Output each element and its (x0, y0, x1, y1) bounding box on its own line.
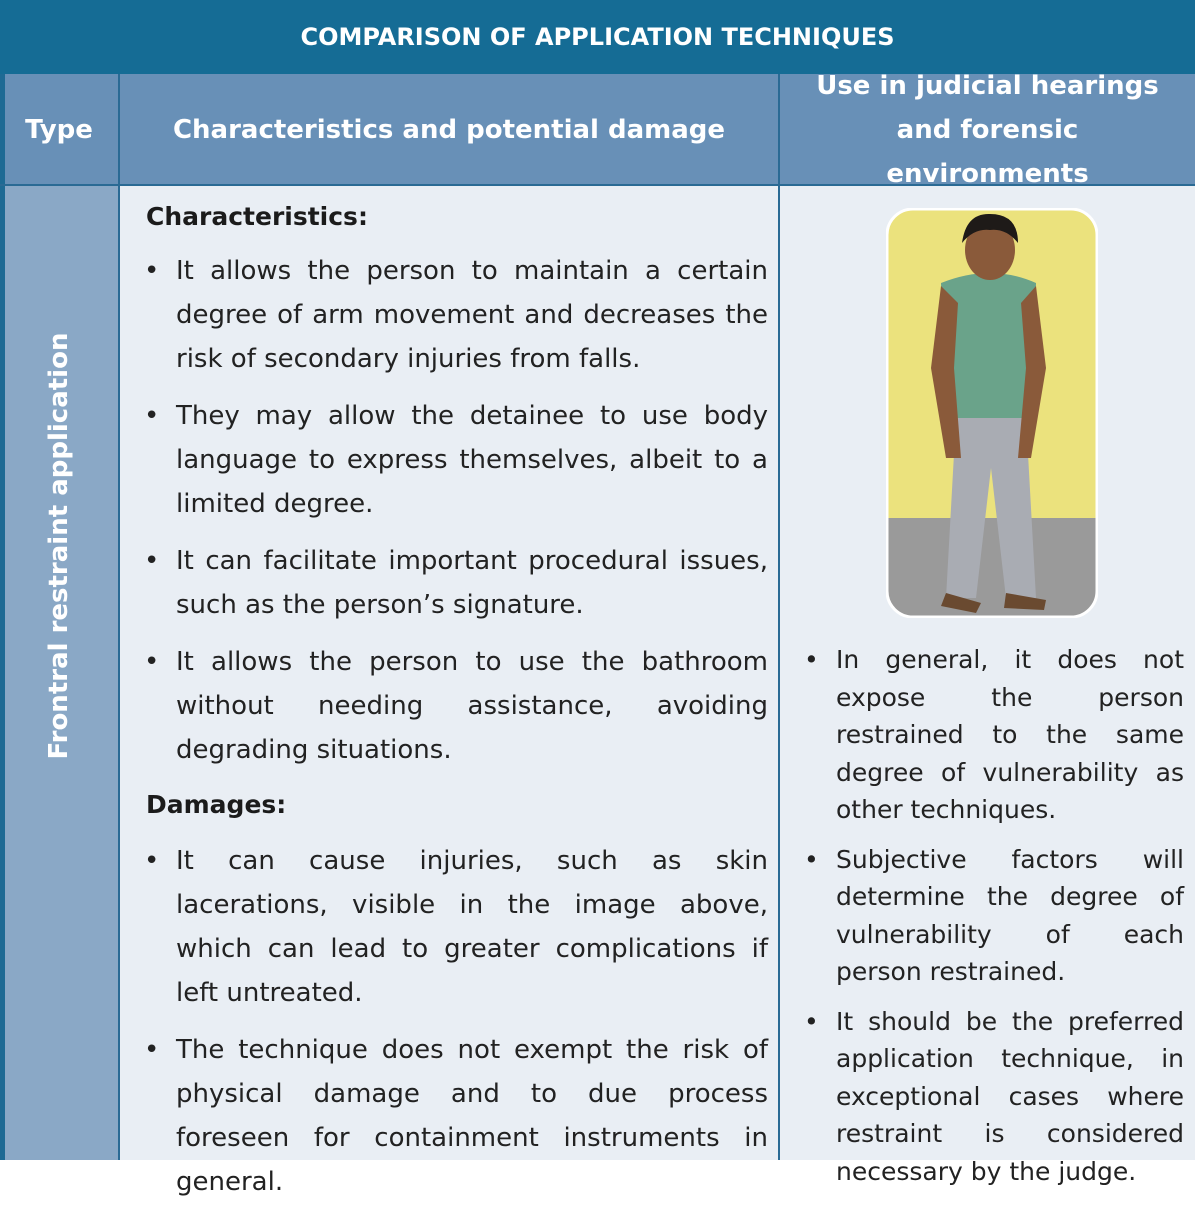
bullet-item: It should be the preferred application t… (804, 1003, 1184, 1191)
bullet-item: It can cause injuries, such as skin lace… (144, 839, 768, 1015)
bullet-item: The technique does not exempt the risk o… (144, 1028, 768, 1204)
characteristics-cell: Characteristics: It allows the person to… (144, 202, 768, 1217)
bullet-item: It can facilitate important procedural i… (144, 539, 768, 627)
bullet-item: In general, it does not expose the perso… (804, 641, 1184, 829)
illustration (886, 208, 1098, 618)
section-heading: Damages: (146, 790, 287, 819)
table-title: COMPARISON OF APPLICATION TECHNIQUES (0, 0, 1195, 74)
header-cell: Characteristics and potential damage (120, 74, 778, 186)
border (778, 74, 780, 1160)
page: COMPARISON OF APPLICATION TECHNIQUES Typ… (0, 0, 1195, 1160)
section-heading: Characteristics: (146, 202, 368, 231)
judicial-cell: In general, it does not expose the perso… (804, 641, 1184, 1202)
bullet-item: Subjective factors will determine the de… (804, 841, 1184, 991)
header-cell: Type (0, 74, 118, 186)
bullet-list: It allows the person to maintain a certa… (144, 249, 768, 772)
bullet-item: It allows the person to maintain a certa… (144, 249, 768, 381)
border (0, 74, 5, 1160)
header-cell: Use in judicial hearings and forensic en… (780, 71, 1195, 189)
border (0, 184, 1195, 186)
bullet-item: It allows the person to use the bathroom… (144, 640, 768, 772)
type-label: Frontral restraint application (44, 332, 74, 760)
type-cell: Frontral restraint application (0, 186, 118, 1160)
border (118, 74, 120, 1160)
bullet-list: In general, it does not expose the perso… (804, 641, 1184, 1191)
bullet-list: It can cause injuries, such as skin lace… (144, 839, 768, 1204)
bullet-item: They may allow the detainee to use body … (144, 394, 768, 526)
